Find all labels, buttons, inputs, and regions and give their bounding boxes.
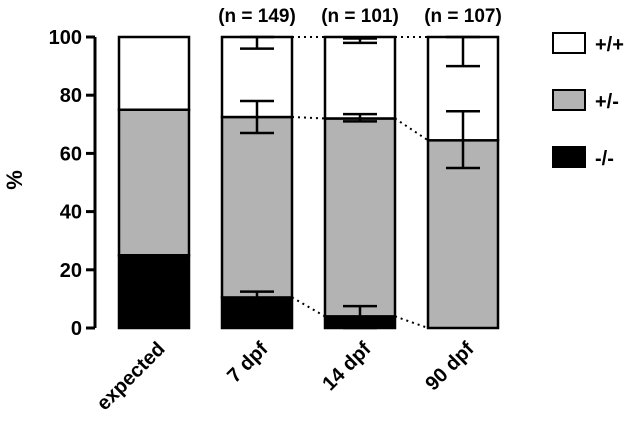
y-tick-label: 0	[71, 318, 82, 340]
legend-label: +/-	[595, 91, 619, 113]
y-tick-label: 60	[60, 143, 82, 165]
y-tick-label: 20	[60, 260, 82, 282]
sample-size-label: (n = 149)	[218, 6, 296, 27]
y-axis-label: %	[2, 170, 27, 190]
bar-segment-wild-type	[117, 35, 191, 111]
x-tick-label: 7 dpf	[223, 338, 273, 388]
bar-segment-heterozygous	[117, 108, 191, 257]
legend: +/+ +/- -/-	[552, 32, 624, 170]
x-tick-label: 90 dpf	[421, 338, 478, 395]
bar-segment-heterozygous	[220, 115, 294, 299]
bar-segment-homozygous-mutant	[117, 254, 191, 330]
y-tick-label: 40	[60, 202, 82, 224]
x-tick-label: 14 dpf	[318, 338, 375, 395]
y-tick-label: 100	[49, 27, 82, 49]
legend-swatch	[552, 32, 586, 54]
bar-segment-wild-type	[323, 35, 397, 120]
connector-line	[291, 116, 326, 120]
y-tick-label: 80	[60, 85, 82, 107]
x-tick-label: expected	[93, 338, 170, 415]
bar-segment-heterozygous	[426, 139, 500, 330]
connector-line	[394, 315, 429, 329]
sample-size-label: (n = 101)	[321, 6, 399, 27]
legend-swatch	[552, 146, 586, 168]
legend-label: -/-	[595, 148, 614, 170]
legend-swatch	[552, 89, 586, 111]
connector-line	[291, 296, 326, 318]
plot-area: 0 20 40 60 80 100 expected 7 dpf (n = 149) 14 dpf…	[49, 6, 502, 415]
sample-size-label: (n = 107)	[424, 6, 502, 27]
legend-label: +/+	[595, 34, 624, 56]
connector-line	[394, 117, 429, 142]
bar-segment-heterozygous	[323, 117, 397, 318]
